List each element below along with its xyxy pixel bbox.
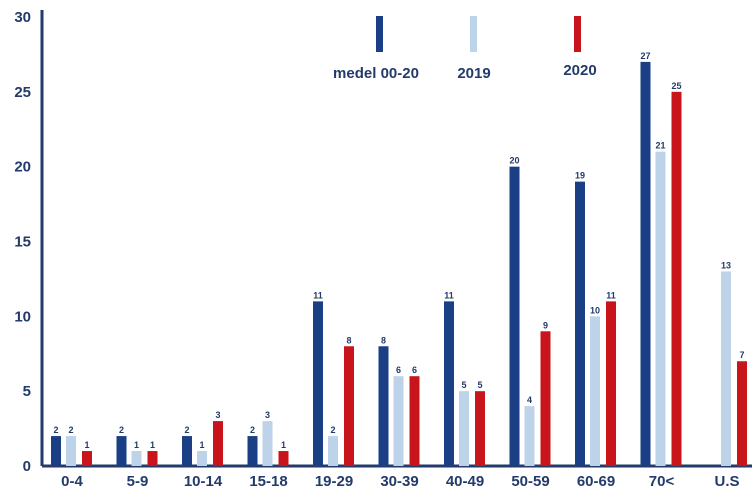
- y-tick-label: 30: [14, 9, 31, 26]
- bar: [575, 181, 585, 466]
- x-tick-label: 5-9: [127, 473, 149, 490]
- bar: [131, 451, 142, 466]
- bar: [409, 376, 420, 466]
- data-label: 1: [84, 440, 89, 450]
- data-label: 5: [461, 380, 466, 390]
- data-label: 6: [412, 365, 417, 375]
- data-label: 21: [655, 141, 665, 151]
- data-label: 1: [281, 440, 286, 450]
- y-tick-label: 0: [23, 458, 31, 475]
- bar: [606, 301, 616, 466]
- legend-label: 2020: [563, 62, 596, 79]
- data-label: 25: [671, 81, 681, 91]
- bar: [444, 301, 454, 466]
- bar: [509, 166, 520, 466]
- data-label: 6: [396, 365, 401, 375]
- x-tick-label: 19-29: [315, 473, 353, 490]
- data-label: 4: [527, 395, 532, 405]
- data-label: 20: [509, 156, 519, 166]
- x-tick-label: 15-18: [249, 473, 287, 490]
- data-label: 13: [721, 260, 731, 270]
- legend-label: medel 00-20: [333, 65, 419, 82]
- data-label: 5: [477, 380, 482, 390]
- x-tick-label: 30-39: [380, 473, 418, 490]
- bar: [737, 361, 747, 466]
- data-label: 2: [184, 425, 189, 435]
- bar: [66, 436, 76, 466]
- x-tick-label: 70<: [649, 473, 675, 490]
- bar: [393, 376, 404, 466]
- bar: [182, 436, 192, 466]
- bar: [590, 316, 600, 466]
- bar: [671, 91, 682, 466]
- legend-swatch: [574, 16, 581, 52]
- bar: [82, 451, 92, 466]
- bar: [197, 451, 207, 466]
- data-label: 1: [134, 440, 139, 450]
- data-label: 11: [313, 290, 323, 300]
- data-label: 2: [68, 425, 73, 435]
- bar: [640, 61, 651, 467]
- data-label: 1: [199, 440, 204, 450]
- y-tick-label: 5: [23, 383, 31, 400]
- bar: [328, 436, 338, 466]
- bar: [313, 301, 323, 466]
- legend-swatch: [376, 16, 383, 52]
- bar: [344, 346, 354, 466]
- data-label: 2: [330, 425, 335, 435]
- bar: [721, 271, 731, 466]
- x-tick-label: 0-4: [61, 473, 83, 490]
- legend-swatch: [470, 16, 477, 52]
- x-tick-label: U.S: [714, 473, 739, 490]
- legend-label: 2019: [457, 65, 490, 82]
- data-label: 11: [444, 290, 454, 300]
- bar: [278, 451, 289, 466]
- y-tick-label: 20: [14, 159, 31, 176]
- bar: [247, 436, 258, 466]
- data-label: 2: [119, 425, 124, 435]
- bar: [378, 346, 389, 466]
- bar: [262, 421, 273, 466]
- data-label: 2: [53, 425, 58, 435]
- bar: [524, 406, 535, 466]
- x-tick-label: 40-49: [446, 473, 484, 490]
- data-label: 1: [150, 440, 155, 450]
- data-label: 2: [250, 425, 255, 435]
- data-label: 10: [590, 305, 600, 315]
- data-label: 19: [575, 171, 585, 181]
- y-tick-label: 15: [14, 234, 31, 251]
- data-label: 3: [215, 410, 220, 420]
- bar: [116, 436, 127, 466]
- data-label: 8: [381, 335, 386, 345]
- bar: [540, 331, 551, 466]
- bar: [51, 436, 61, 466]
- x-tick-label: 50-59: [511, 473, 549, 490]
- legend: medel 00-20 2019 2020: [333, 16, 597, 82]
- data-label: 3: [265, 410, 270, 420]
- y-tick-label: 10: [14, 308, 31, 325]
- x-tick-label: 60-69: [577, 473, 615, 490]
- bar: [213, 421, 223, 466]
- data-label: 27: [640, 51, 650, 61]
- bar: [147, 451, 158, 466]
- bar: [655, 151, 666, 466]
- bar: [459, 391, 469, 466]
- x-tick-label: 10-14: [184, 473, 223, 490]
- data-label: 7: [739, 350, 744, 360]
- data-label: 8: [346, 335, 351, 345]
- data-label: 9: [543, 320, 548, 330]
- y-tick-label: 25: [14, 84, 31, 101]
- data-label: 11: [606, 290, 616, 300]
- bar: [475, 391, 485, 466]
